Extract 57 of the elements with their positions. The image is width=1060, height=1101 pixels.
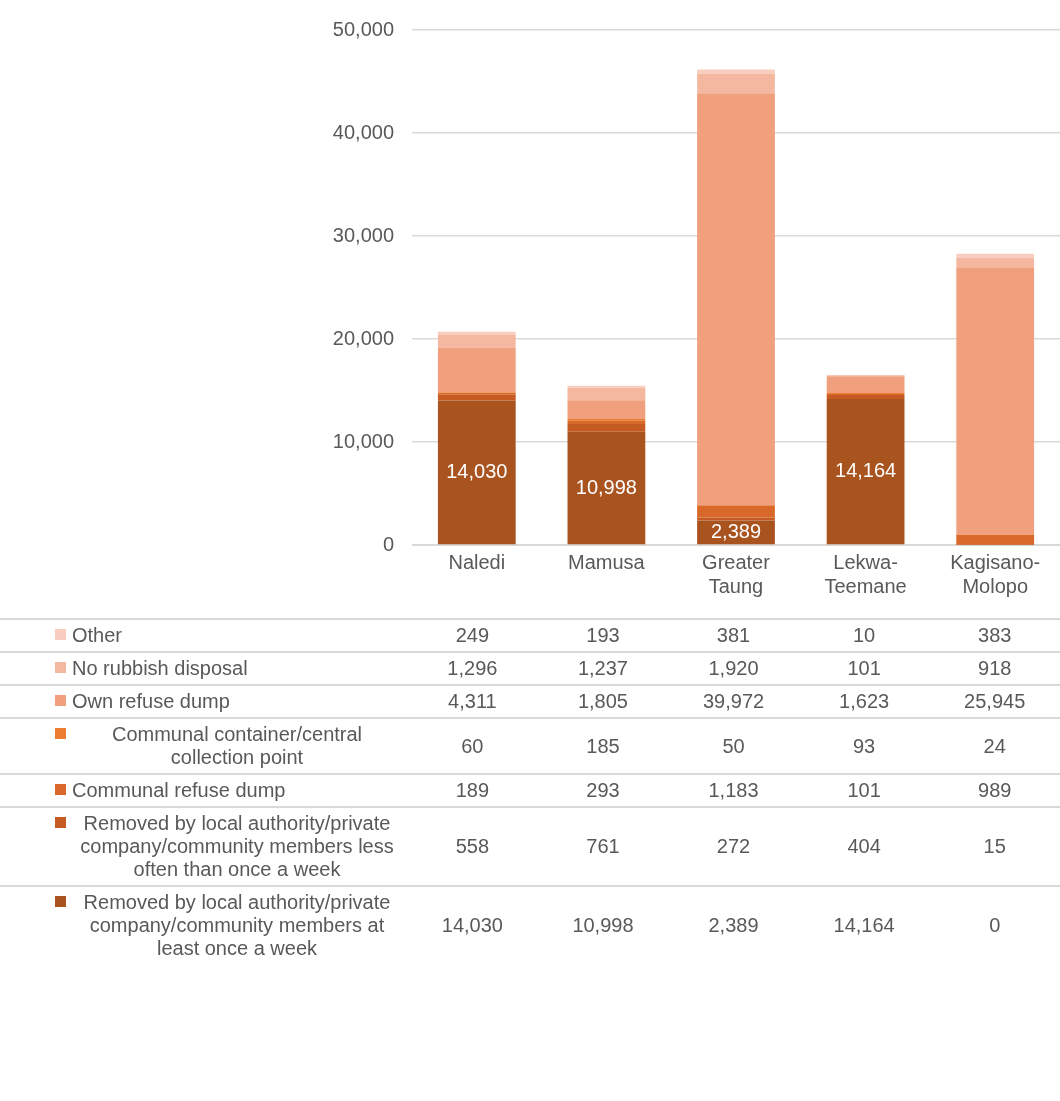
data-label: 2,389 (668, 886, 799, 964)
legend-label: Communal container/central collection point (110, 723, 364, 769)
x-tick-label: Greater Taung (702, 550, 771, 597)
text: 14,164 (835, 459, 897, 482)
x-tick-label: Mamusa (568, 550, 646, 573)
legend-label: Communal refuse dump (72, 779, 287, 802)
data-label: 185 (537, 718, 669, 774)
data-label: 10 (798, 619, 930, 652)
data-label: 1,805 (537, 685, 669, 718)
text: 2,389 (710, 519, 762, 542)
data-label: 272 (668, 807, 799, 886)
data-label: 1,237 (537, 652, 669, 685)
data-label: 404 (798, 807, 930, 886)
data-label: 1,623 (798, 685, 930, 718)
data-label: 1,920 (668, 652, 799, 685)
data-label: 25,945 (929, 685, 1060, 718)
data-label: 293 (537, 774, 669, 807)
data-label: 381 (668, 619, 799, 652)
data-label: 918 (929, 652, 1060, 685)
text: 10,998 (575, 475, 637, 498)
x-tick-label: Lekwa-Teemane (824, 550, 907, 597)
data-label: 189 (407, 774, 538, 807)
y-tick-label: 10,000 (332, 429, 394, 452)
x-tick-label: Naledi (448, 550, 506, 573)
data-label: 14,164 (798, 886, 930, 964)
y-tick-label: 40,000 (332, 120, 394, 143)
data-label: 989 (929, 774, 1060, 807)
data-label: 101 (798, 652, 930, 685)
legend-label: Removed by local authority/private company/community members less often than once a week (79, 812, 395, 881)
data-label: 14,030 (407, 886, 538, 964)
data-label: 558 (407, 807, 538, 886)
data-label: 39,972 (668, 685, 799, 718)
data-label: 93 (798, 718, 930, 774)
data-label: 50 (668, 718, 799, 774)
data-label: 383 (929, 619, 1060, 652)
x-tick-label: Kagisano-Molopo (950, 550, 1041, 597)
y-tick-label: 50,000 (332, 17, 394, 40)
data-label: 0 (929, 886, 1060, 964)
data-label: 10,998 (537, 886, 669, 964)
data-label: 193 (537, 619, 669, 652)
text: 14,030 (446, 459, 508, 482)
data-label: 1,183 (668, 774, 799, 807)
legend-label: Own refuse dump (72, 690, 231, 713)
data-label: 249 (407, 619, 538, 652)
data-label: 60 (407, 718, 538, 774)
legend-label: No rubbish disposal (72, 657, 249, 680)
data-label: 15 (929, 807, 1060, 886)
data-label: 1,296 (407, 652, 538, 685)
data-label: 101 (798, 774, 930, 807)
data-label: 4,311 (407, 685, 538, 718)
legend-label: Other (72, 624, 124, 647)
legend-label: Removed by local authority/private company/community members at least once a week (82, 891, 392, 960)
y-tick-label: 0 (382, 532, 394, 555)
data-label: 761 (537, 807, 669, 886)
y-tick-label: 30,000 (332, 223, 394, 246)
data-label: 24 (929, 718, 1060, 774)
y-tick-label: 20,000 (332, 326, 394, 349)
